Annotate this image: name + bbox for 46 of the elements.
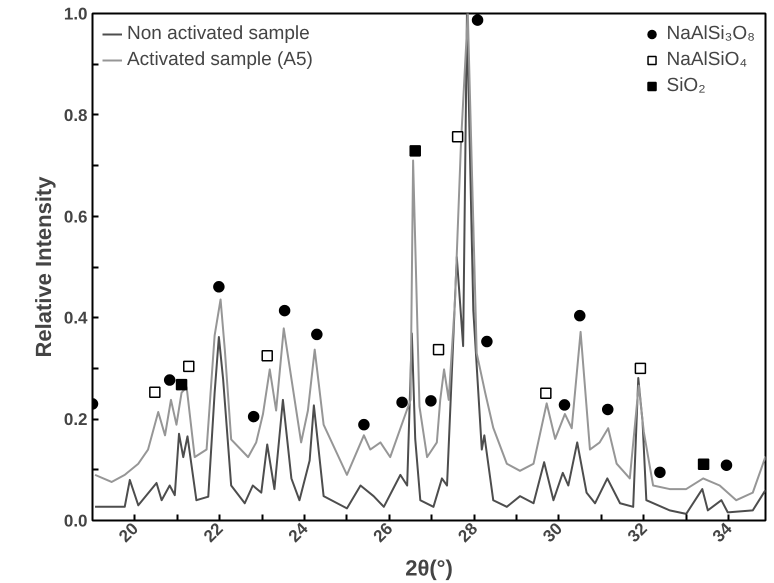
point [149,386,161,398]
point [432,344,444,356]
point [164,374,176,386]
point [396,396,408,408]
point [409,145,421,157]
point [278,304,290,316]
y-axis-title: Relative Intensity [30,176,56,358]
point [311,328,323,340]
point [452,130,464,142]
legend-label: Activated sample (A5) [127,49,313,71]
x-tick-label: 24 [284,518,312,546]
point [602,404,614,416]
legend-label: SiO₂ [666,75,706,97]
y-tick-label: 0.2 [64,410,88,430]
point [261,350,273,362]
x-tick-label: 28 [454,519,482,546]
y-tick-label: 0.0 [64,512,88,530]
x-axis-title: 2θ(°) [405,555,453,580]
point [472,14,484,26]
point [358,418,370,430]
x-tick-label: 30 [539,519,566,546]
y-tick-label: 0.4 [64,308,88,328]
x-tick-label: 26 [370,519,396,546]
x-tick-label: 22 [200,519,227,546]
point [540,387,552,399]
y-tick-label: 0.8 [64,106,88,125]
point [698,458,710,470]
point [720,459,732,471]
point [176,378,188,390]
point [183,360,195,372]
legend-label: NaAlSi₃O₈ [666,23,755,45]
y-tick-label: 1.0 [64,4,88,24]
legend-label: NaAlSiO₄ [666,49,748,71]
point [654,466,666,478]
x-tick-label: 32 [624,519,651,546]
point [481,336,493,348]
point [634,362,646,374]
point [248,410,260,422]
y-tick-label: 0.6 [64,207,88,226]
point [213,281,225,293]
point [574,310,586,322]
point [558,399,570,411]
x-tick-label: 34 [708,518,736,546]
point [425,395,437,407]
x-tick-label: 20 [115,519,142,546]
legend-label: Non activated sample [127,23,310,45]
